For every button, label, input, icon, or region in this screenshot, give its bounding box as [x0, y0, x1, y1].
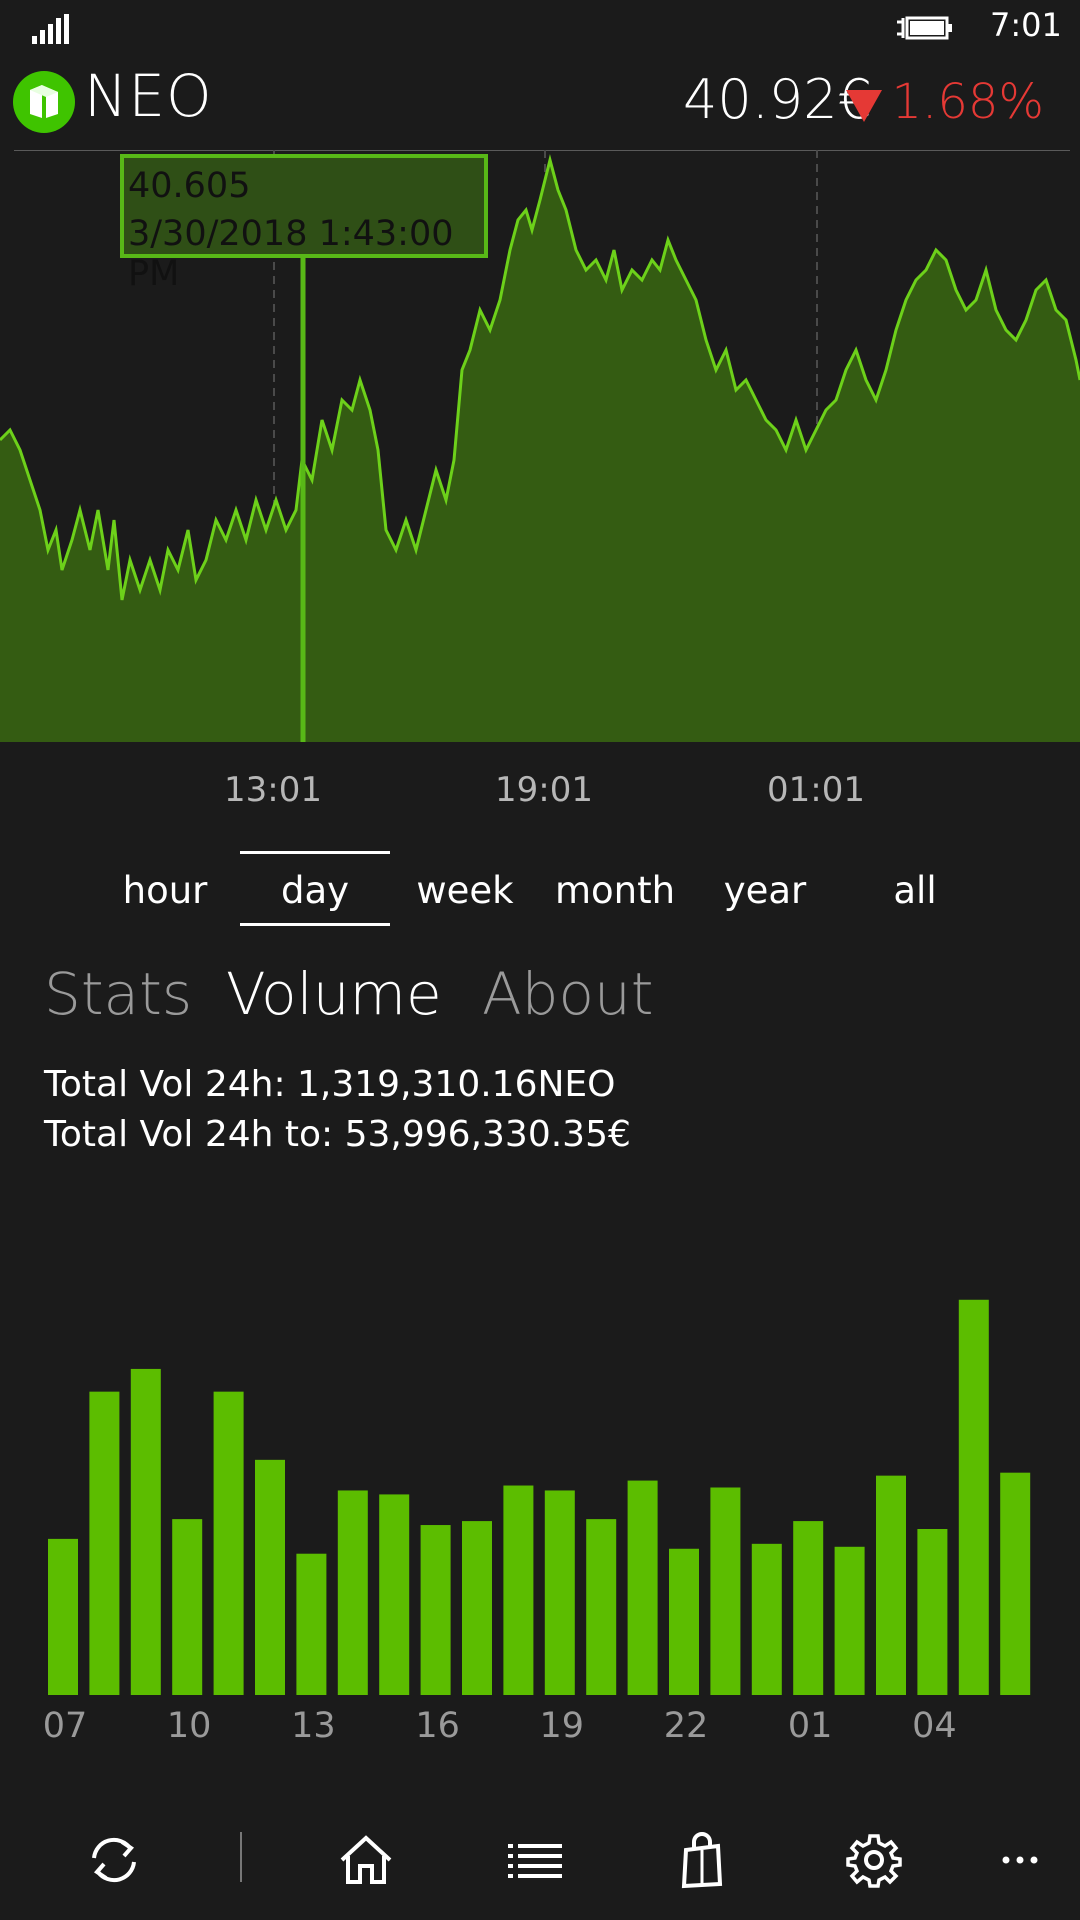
range-hour[interactable]: hour	[122, 869, 208, 912]
volume-bar-18	[503, 1485, 534, 1695]
selected-range-indicator	[240, 923, 390, 926]
range-month[interactable]: month	[554, 869, 676, 912]
volume-x-tick-label: 01	[787, 1706, 833, 1746]
list-icon[interactable]	[506, 1830, 566, 1890]
volume-bar-11	[213, 1391, 244, 1695]
volume-x-tick-label: 13	[291, 1706, 336, 1746]
volume-bar-12	[255, 1459, 285, 1695]
range-week[interactable]: week	[416, 869, 514, 912]
volume-bar-21	[627, 1480, 658, 1695]
gear-icon[interactable]	[844, 1830, 904, 1890]
volume-bar-07	[48, 1538, 78, 1695]
time-range-selector: hour day week month year all	[0, 845, 1080, 926]
x-axis-label: 13:01	[224, 770, 322, 810]
current-price: 40.92€	[683, 68, 872, 131]
range-all[interactable]: all	[893, 869, 937, 912]
volume-bar-03	[876, 1475, 906, 1695]
volume-bar-22	[669, 1548, 699, 1695]
header-divider	[14, 150, 1070, 151]
coin-name: NEO	[84, 62, 213, 130]
volume-x-tick-label: 04	[912, 1706, 957, 1746]
volume-bar-05	[958, 1299, 989, 1695]
tooltip-time: 3/30/2018 1:43:00 PM	[128, 214, 454, 294]
tooltip-value: 40.605	[128, 166, 251, 206]
status-bar: 7:01	[0, 0, 1080, 60]
shopping-bag-icon[interactable]	[672, 1830, 732, 1890]
price-change: 1.68%	[891, 74, 1044, 130]
volume-bar-01	[793, 1521, 824, 1695]
x-axis-label: 01:01	[767, 770, 865, 810]
x-axis-label: 19:01	[495, 770, 593, 810]
selected-range-indicator	[240, 851, 390, 854]
volume-bar-20	[586, 1519, 617, 1695]
home-icon[interactable]	[336, 1830, 396, 1890]
volume-x-tick-label: 22	[663, 1706, 709, 1746]
total-volume: Total Vol 24h: 1,319,310.16NEO	[44, 1064, 616, 1105]
volume-bar-23	[710, 1487, 741, 1695]
volume-bar-17	[462, 1521, 492, 1695]
volume-bar-00	[751, 1543, 782, 1695]
price-tooltip: 40.605 3/30/2018 1:43:00 PM	[120, 154, 488, 294]
volume-x-tick-label: 07	[42, 1706, 88, 1746]
range-year[interactable]: year	[723, 869, 807, 912]
price-area	[0, 160, 1080, 742]
price-line	[0, 154, 1080, 601]
volume-x-tick-label: 16	[415, 1706, 460, 1746]
volume-bar-04	[917, 1529, 948, 1695]
tab-stats[interactable]: Stats	[44, 960, 193, 1028]
tab-volume[interactable]: Volume	[226, 960, 442, 1028]
volume-x-tick-label: 19	[539, 1706, 585, 1746]
volume-bar-02	[834, 1546, 865, 1695]
coin-header: NEO 40.92€ 1.68%	[0, 60, 1080, 150]
tab-about[interactable]: About	[482, 960, 654, 1028]
volume-bar-15	[379, 1494, 410, 1695]
volume-bar-10	[172, 1519, 203, 1695]
clock: 7:01	[990, 6, 1062, 44]
volume-bar-chart	[48, 1299, 1031, 1695]
range-day[interactable]: day	[280, 869, 350, 912]
detail-tabs: Stats Volume About	[0, 960, 1080, 1050]
signal-icon	[32, 14, 69, 44]
neo-logo-icon	[13, 71, 75, 133]
volume-bar-16	[420, 1525, 451, 1695]
volume-bar-14	[337, 1490, 368, 1695]
volume-bar-19	[544, 1490, 575, 1695]
volume-bar-09	[130, 1368, 161, 1695]
app-bar	[0, 1800, 1080, 1920]
refresh-icon[interactable]	[84, 1830, 144, 1890]
volume-bar-13	[296, 1553, 327, 1695]
total-volume-to: Total Vol 24h to: 53,996,330.35€	[44, 1114, 631, 1155]
down-arrow-icon	[846, 90, 882, 122]
volume-bar-06	[1000, 1472, 1031, 1695]
volume-x-tick-label: 10	[166, 1706, 212, 1746]
more-icon[interactable]	[1000, 1830, 1060, 1890]
app-bar-separator	[240, 1832, 242, 1882]
volume-bar-08	[89, 1391, 120, 1695]
battery-charging-icon	[897, 16, 952, 40]
